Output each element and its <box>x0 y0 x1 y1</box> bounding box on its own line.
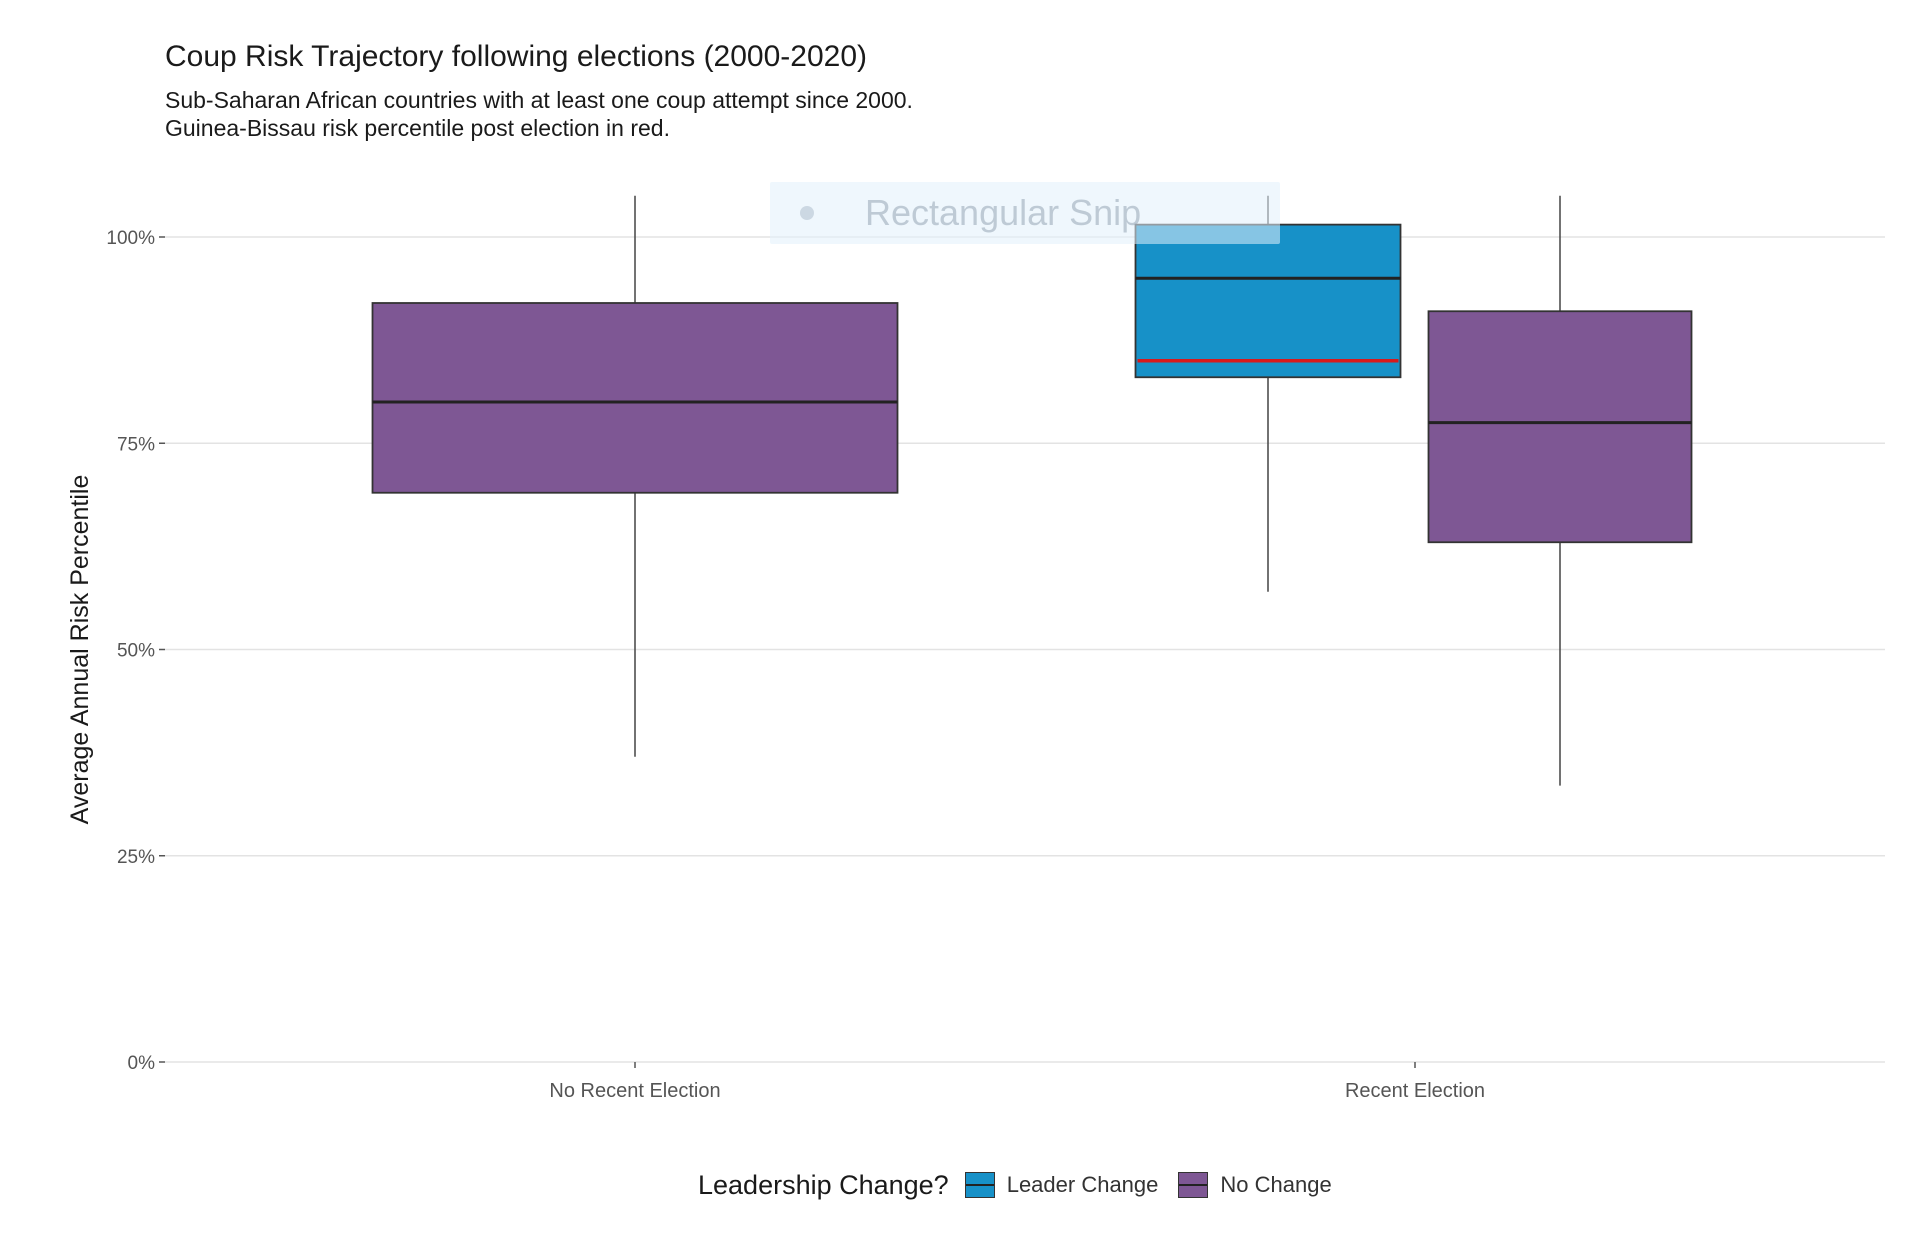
subtitle-line-1: Sub-Saharan African countries with at le… <box>165 87 913 113</box>
box-recent-election-no-change <box>1427 310 1693 544</box>
legend: Leadership Change? Leader Change No Chan… <box>698 1165 1352 1205</box>
x-tick-label-0: No Recent Election <box>549 1080 720 1102</box>
rectangular-snip-overlay[interactable]: Rectangular Snip <box>770 182 1280 244</box>
y-tick-label-100: 100% <box>106 228 155 249</box>
snip-icon <box>800 206 814 220</box>
subtitle-line-2: Guinea-Bissau risk percentile post elect… <box>165 115 670 141</box>
y-tick-label-50: 50% <box>117 641 155 662</box>
legend-title: Leadership Change? <box>698 1169 949 1200</box>
x-tick-label-1: Recent Election <box>1345 1080 1485 1102</box>
y-tick-label-75: 75% <box>117 434 155 455</box>
box-recent-election-leader-change <box>1134 223 1402 379</box>
snip-label: Rectangular Snip <box>865 192 1142 233</box>
y-axis-label: Average Annual Risk Percentile <box>66 475 94 825</box>
legend-label-leader-change: Leader Change <box>1006 1172 1159 1197</box>
legend-label-no-change: No Change <box>1220 1172 1332 1197</box>
y-tick-label-0: 0% <box>128 1053 156 1074</box>
y-tick-label-25: 25% <box>117 847 155 868</box>
legend-key-leader-change <box>964 1172 995 1198</box>
legend-key-no-change <box>1178 1172 1209 1198</box>
box-no-recent-election-no-change <box>371 302 899 494</box>
chart-title: Coup Risk Trajectory following elections… <box>165 40 868 73</box>
chart-subtitle: Sub-Saharan African countries with at le… <box>165 86 913 142</box>
